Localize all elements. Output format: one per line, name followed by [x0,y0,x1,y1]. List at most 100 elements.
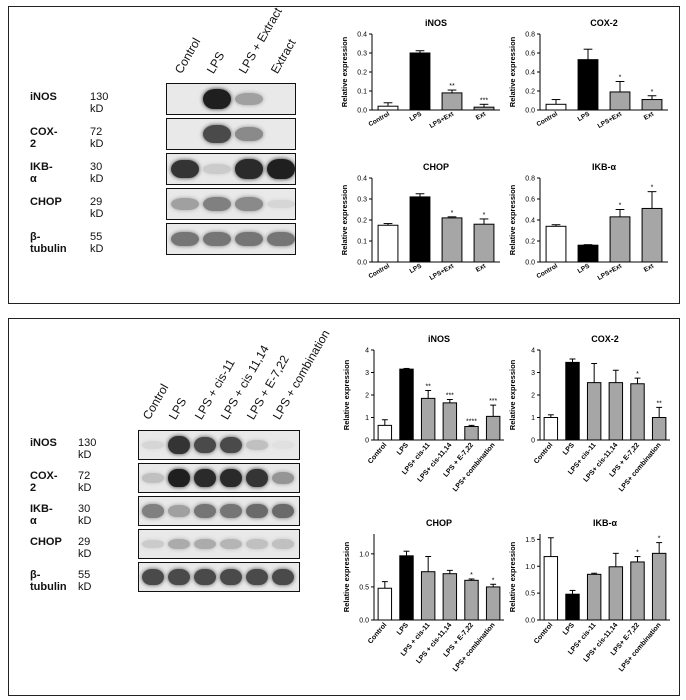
chart-title: iNOS [425,18,447,28]
y-tick-label: 0.3 [357,51,367,58]
y-axis-label: Relative expression [508,36,517,107]
bar [485,415,501,441]
y-tick-label: 0.3 [357,197,367,204]
y-tick-label: 2 [365,393,369,400]
significance-label: * [636,371,639,378]
bar [608,566,624,621]
significance-label: * [651,89,654,96]
x-tick-label: Ext [475,110,488,122]
y-tick-label: 0.1 [357,239,367,246]
chart-bottom-ikba: IKB-α Relative expression 0.0 0.5 1.0 1.5 Cont… [508,518,670,673]
bar [377,587,393,621]
significance-label: ** [449,83,455,90]
blot-band [235,197,263,211]
bar [377,105,399,111]
significance-label: * [651,185,654,192]
bar [473,223,495,263]
blot-band [271,568,295,586]
bar [464,426,479,441]
x-tick-label: LPS+ combination [452,442,497,493]
x-tick-label: LPS+ combination [618,622,663,673]
blot-band [245,469,269,487]
chart-title: IKB-α [592,162,616,172]
significance-label: *** [480,97,488,104]
blot-row-protein: IKB-α [30,503,53,527]
blot-band [267,231,295,247]
x-tick-label: Control [367,442,388,466]
bar [586,573,602,621]
blot-band [203,88,231,110]
chart-title: IKB-α [593,518,617,528]
blot-band [193,568,217,586]
blot-row-protein: CHOP [30,536,62,548]
x-tick-label: Control [367,111,391,129]
blot-band [219,504,243,518]
blot-band [167,468,191,488]
blot-strip [138,529,300,559]
significance-label: * [619,203,622,210]
y-tick-label: 1.5 [525,537,535,544]
x-tick-label: Control [533,622,554,646]
significance-label: **** [466,418,477,425]
y-tick-label: 0.0 [525,618,535,625]
blot-band [141,473,165,483]
blot-band [171,231,199,247]
blot-band [141,504,165,518]
x-tick-label: Control [533,442,554,466]
y-tick-label: 0.2 [357,70,367,77]
y-tick-label: 4 [531,348,535,355]
y-tick-label: 0.6 [525,51,535,58]
blot-band [203,125,231,143]
y-axis-label: Relative expression [508,184,517,255]
blot-band [271,503,295,519]
blot-band [245,539,269,549]
x-tick-label: LPS [396,622,410,637]
blot-band [235,159,263,179]
y-axis-label: Relative expression [340,36,349,107]
significance-label: * [492,577,495,584]
blot-strip [166,153,296,185]
chart-bottom-chop: CHOP Relative expression 0.0 0.5 1.0 Control L… [342,518,504,673]
chart-top-ikba: IKB-α Relative expression 0.0 0.2 0.4 0.6 0.8 C… [508,162,668,282]
x-tick-label: LPS [562,622,576,637]
bar [441,217,463,263]
chart-title: COX-2 [590,18,618,28]
blot-band [271,539,295,549]
blot-band [219,538,243,550]
blot-band [271,441,295,449]
bar [651,417,667,441]
blot-row-kd: 55 kD [90,231,104,255]
y-tick-label: 0 [365,438,369,445]
bar [399,368,414,441]
bar [577,244,599,263]
y-tick-label: 1 [365,415,369,422]
y-tick-label: 0.0 [525,260,535,267]
x-tick-label: LPS+ combination [452,622,497,673]
blot-row-protein: iNOS [30,437,57,449]
blot-strip [166,223,296,255]
y-axis-label: Relative expression [342,359,351,430]
y-tick-label: 0.4 [357,176,367,183]
blot-band [141,568,165,586]
bar [545,225,567,263]
blot-band [245,503,269,519]
blot-band [245,440,269,450]
bar [377,224,399,263]
bar [409,196,431,263]
bar [420,397,436,441]
x-tick-label: LPS [396,442,410,457]
bar [442,402,458,441]
blot-row-kd: 30 kD [78,503,92,527]
x-tick-label: LPS+Ext [596,110,623,130]
bar [409,52,431,111]
bar [608,382,624,441]
blot-band [167,436,191,454]
blot-band [193,504,217,518]
bar [473,106,495,111]
bar [399,555,414,621]
x-tick-label: Control [367,622,388,646]
blot-strip [138,562,300,592]
bar [651,552,667,621]
x-tick-label: LPS [409,262,424,275]
blot-band [193,436,217,454]
